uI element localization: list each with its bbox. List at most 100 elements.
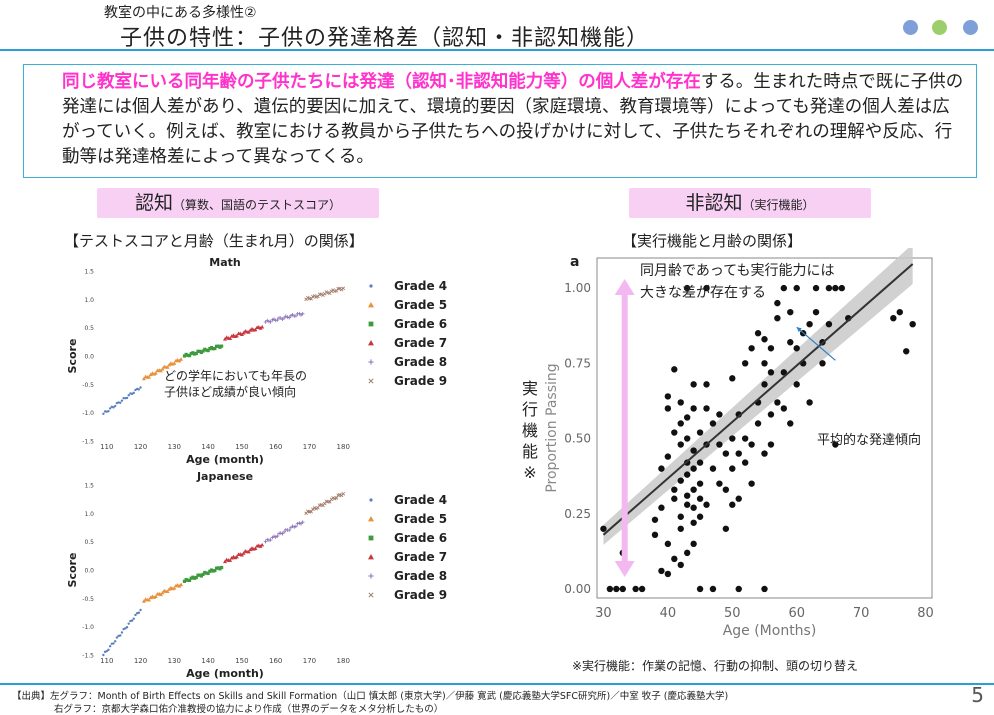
cognitive-pill-main: 認知 [134, 192, 173, 214]
legend-marker [368, 378, 374, 384]
data-point [314, 506, 318, 511]
legend-marker [368, 302, 374, 308]
data-point [297, 521, 302, 525]
data-point [204, 348, 209, 352]
x-tick-label: 140 [201, 443, 214, 451]
noncognitive-pill: 非認知（実行機能） [629, 188, 871, 218]
data-point [709, 420, 717, 427]
data-point [741, 435, 749, 442]
x-axis-label: Age (month) [186, 667, 264, 680]
data-point [206, 571, 210, 576]
data-point [208, 569, 212, 573]
data-point [690, 465, 697, 472]
data-point [214, 344, 219, 348]
left-annotation-line2: 子供ほど成績が良い傾向 [164, 385, 297, 399]
data-point [287, 315, 291, 320]
intro-box: 同じ教室にいる同年齢の子供たちには発達（認知･非認知能力等）の個人差が存在する。… [23, 64, 977, 178]
data-point [671, 495, 678, 502]
legend-marker [369, 498, 373, 502]
data-point [160, 366, 165, 371]
data-point [153, 371, 158, 375]
data-point [253, 546, 258, 551]
data-point [253, 327, 258, 332]
x-tick-label: 150 [235, 443, 248, 451]
y-tick-label: 1.5 [84, 483, 94, 490]
data-point [780, 284, 788, 292]
data-point [677, 525, 684, 532]
data-point [748, 480, 755, 487]
legend-label: Grade 4 [394, 493, 447, 507]
data-point [761, 336, 768, 343]
data-point [696, 513, 704, 520]
x-axis-label: Age (month) [186, 453, 264, 466]
data-point [658, 567, 665, 575]
data-point [294, 314, 298, 318]
y-tick-label: -0.5 [82, 382, 94, 389]
data-point [806, 320, 813, 328]
data-point [651, 531, 659, 539]
data-point [774, 314, 781, 322]
legend-label: Grade 6 [394, 531, 447, 545]
right-annotation-line2: 大きな差が存在する [640, 285, 766, 301]
data-point [774, 299, 781, 307]
data-point [165, 589, 170, 594]
footer-divider [0, 683, 994, 685]
data-point [651, 516, 659, 523]
x-tick-label: 60 [788, 606, 805, 621]
data-point [671, 555, 678, 563]
data-point [658, 504, 665, 511]
legend-marker [369, 284, 373, 288]
x-tick-label: 130 [168, 443, 181, 451]
data-point [319, 292, 324, 297]
data-point [272, 534, 276, 539]
data-point [209, 345, 214, 350]
side-label-char: 実 [521, 379, 538, 398]
x-tick-label: 180 [337, 657, 350, 665]
y-tick-label: 0.5 [84, 539, 94, 546]
data-point [658, 465, 665, 472]
data-point [305, 295, 310, 300]
data-point [754, 420, 762, 427]
variance-arrow-head-down [614, 560, 635, 577]
data-point [729, 435, 736, 442]
y-tick-label: 1.5 [84, 269, 94, 276]
data-point [194, 351, 198, 356]
data-point [664, 453, 672, 460]
data-point [671, 486, 678, 493]
data-point [125, 626, 129, 629]
data-point [130, 619, 134, 622]
trend-line [602, 263, 914, 536]
deco-dot-3 [963, 20, 978, 35]
data-point [716, 441, 723, 448]
legend-marker [368, 573, 374, 579]
data-point [246, 330, 251, 334]
data-point [107, 410, 110, 413]
slide-subtitle: 教室の中にある多様性② [104, 5, 257, 21]
data-point [703, 381, 710, 388]
y-tick-label: 1.0 [84, 511, 94, 518]
data-point [316, 505, 320, 510]
data-point [196, 573, 200, 577]
data-point [216, 566, 220, 570]
data-point [122, 396, 125, 400]
data-point [696, 585, 704, 593]
data-point [228, 558, 233, 562]
data-point [664, 570, 672, 578]
cognitive-pill-sub: （算数、国語のテストスコア） [173, 198, 342, 212]
data-point [812, 308, 820, 316]
data-point [115, 636, 119, 639]
y-tick-label: 0.0 [84, 354, 94, 361]
data-point [748, 345, 755, 352]
data-point [300, 520, 305, 524]
side-label-char: 能 [521, 442, 538, 461]
data-point [187, 354, 192, 358]
data-point [282, 316, 286, 320]
data-point [729, 465, 736, 472]
intro-highlight: 同じ教室にいる同年齢の子供たちには発達（認知･非認知能力等）の個人差が存在 [62, 72, 701, 92]
data-point [196, 349, 200, 353]
x-tick-label: 150 [235, 657, 248, 665]
legend-label: Grade 7 [394, 336, 447, 350]
data-point [192, 352, 197, 356]
data-point [683, 492, 691, 499]
data-point [716, 411, 723, 418]
